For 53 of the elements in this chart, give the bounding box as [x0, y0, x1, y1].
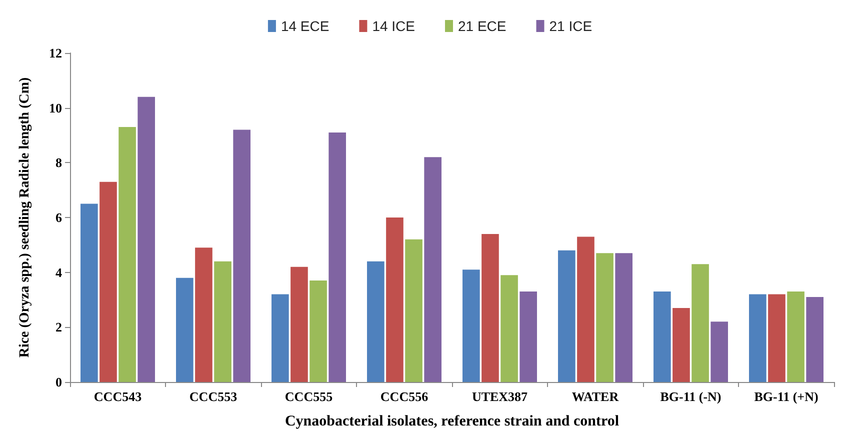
legend-label: 14 ECE — [280, 18, 330, 34]
bar — [806, 297, 824, 382]
bar — [214, 261, 232, 382]
bar — [386, 218, 404, 382]
bar — [520, 292, 537, 382]
y-tick-label: 8 — [56, 155, 62, 170]
x-tick-label: UTEX387 — [472, 389, 528, 404]
y-tick-label: 0 — [56, 374, 62, 390]
bar — [462, 270, 480, 382]
legend-label: 14 ICE — [372, 18, 416, 34]
legend-label: 21 ICE — [549, 18, 592, 34]
bar — [654, 292, 671, 382]
bar — [768, 294, 786, 382]
x-tick-label: CCC553 — [189, 389, 238, 404]
bar — [558, 250, 576, 382]
bar — [138, 96, 155, 382]
x-axis-title: Cynaobacterial isolates, reference strain and control — [284, 414, 620, 430]
bar — [424, 157, 442, 382]
bar — [100, 182, 117, 382]
y-tick-label: 10 — [49, 100, 62, 116]
bar — [500, 275, 518, 382]
bar — [672, 308, 690, 382]
bar — [615, 253, 632, 382]
x-tick-label: CCC555 — [284, 389, 334, 404]
bar — [118, 127, 136, 382]
y-axis-title: Rice (Oryza spp.) seedling Radicle length (Cm) — [18, 76, 32, 358]
y-tick-label: 12 — [49, 46, 62, 60]
x-tick-label: CCC543 — [94, 389, 142, 404]
y-tick-label: 6 — [56, 210, 62, 225]
bar — [405, 239, 422, 382]
legend-label: 21 ECE — [458, 18, 506, 34]
y-tick-label: 4 — [56, 264, 62, 280]
bar — [233, 130, 250, 382]
bar — [596, 253, 614, 382]
bar — [310, 280, 327, 382]
bar — [176, 278, 194, 382]
bar — [80, 204, 98, 382]
bar — [482, 234, 499, 382]
y-tick-label: 2 — [56, 320, 62, 335]
x-tick-label: CCC556 — [380, 389, 429, 404]
bar — [787, 292, 804, 382]
bar — [692, 264, 709, 382]
bar — [272, 294, 289, 382]
bar — [577, 236, 594, 382]
bar — [328, 132, 346, 382]
x-tick-label: WATER — [572, 389, 620, 404]
x-tick-label: BG-11 (-N) — [660, 389, 722, 404]
bar — [195, 248, 212, 382]
x-tick-label: BG-11 (+N) — [754, 389, 818, 404]
bar — [367, 261, 384, 382]
bar — [749, 294, 766, 382]
bar — [710, 322, 728, 382]
bar — [290, 266, 308, 382]
